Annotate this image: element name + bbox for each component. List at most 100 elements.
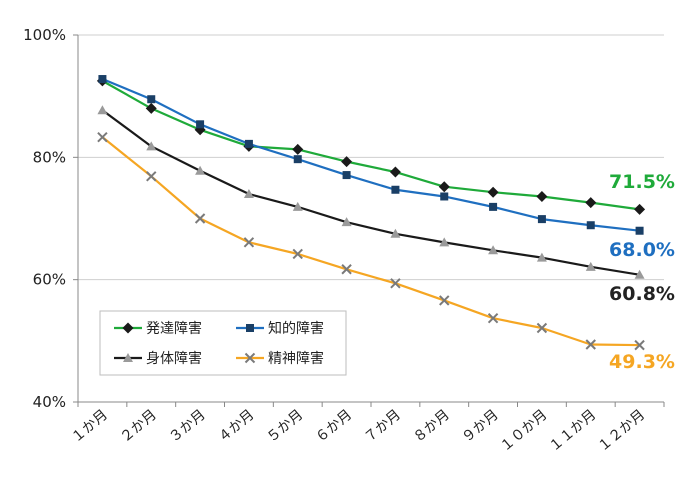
data-point	[196, 120, 205, 129]
data-point	[488, 245, 499, 255]
legend-item: 精神障害	[236, 351, 324, 367]
data-point	[585, 197, 597, 209]
data-point-stroke	[536, 322, 548, 334]
gridlines	[78, 34, 664, 281]
data-point	[292, 143, 304, 155]
data-point	[439, 295, 450, 306]
data-point	[489, 202, 498, 211]
x-tick-label: ３か月	[166, 407, 208, 446]
legend-item: 身体障害	[114, 351, 202, 367]
legend-label: 発達障害	[146, 321, 202, 337]
data-point	[634, 203, 646, 215]
data-point-stroke	[243, 237, 255, 248]
y-tick-label: 80%	[33, 148, 66, 166]
data-point	[440, 192, 449, 201]
legend-label: 精神障害	[268, 351, 324, 367]
x-tick-label: ７か月	[362, 407, 404, 446]
data-point	[391, 185, 400, 194]
data-point	[97, 131, 108, 143]
end-labels: 71.5% 68.0% 60.8% 49.3%	[609, 171, 675, 373]
series-group	[96, 75, 646, 351]
end-value-label: 68.0%	[609, 239, 675, 261]
x-tick-label: ４か月	[215, 407, 257, 446]
y-tick-label: 60%	[33, 271, 66, 289]
end-value-label: 71.5%	[609, 171, 675, 193]
x-tick-label: ５か月	[264, 407, 306, 446]
data-point	[145, 102, 157, 114]
data-point	[537, 215, 546, 224]
data-point	[292, 201, 303, 211]
x-tick-label: １２か月	[595, 407, 648, 455]
data-point-stroke	[194, 213, 206, 224]
data-point	[536, 252, 547, 262]
series-2	[98, 75, 644, 235]
x-tick-label: ２か月	[117, 407, 159, 446]
y-tick-label: 40%	[33, 393, 66, 411]
data-point	[487, 312, 499, 324]
data-point	[292, 248, 303, 260]
x-tick-label: １か月	[69, 407, 111, 446]
series-line	[101, 109, 640, 276]
data-point	[147, 95, 156, 104]
end-value-label: 49.3%	[609, 351, 675, 373]
data-point-stroke	[439, 295, 450, 306]
data-point	[122, 322, 134, 334]
data-point	[585, 339, 596, 350]
x-tick-label: ６か月	[313, 407, 355, 446]
data-point	[293, 155, 302, 164]
data-point-stroke	[292, 248, 303, 260]
legend-label: 知的障害	[268, 320, 324, 337]
data-point	[585, 261, 596, 271]
data-point-stroke	[341, 264, 352, 275]
legend-item: 知的障害	[236, 320, 324, 337]
data-point	[195, 165, 206, 175]
data-point	[244, 139, 253, 148]
data-point	[341, 156, 353, 168]
data-point	[146, 171, 157, 182]
series-1	[96, 75, 646, 215]
data-point	[390, 228, 401, 238]
data-point	[439, 237, 450, 247]
data-point	[389, 166, 401, 178]
data-point	[586, 221, 595, 230]
data-point-stroke	[390, 278, 401, 289]
data-point	[243, 189, 254, 199]
series-4	[97, 131, 645, 351]
data-point	[98, 75, 107, 84]
data-point	[390, 278, 401, 289]
data-point	[438, 181, 450, 193]
data-point	[246, 324, 254, 332]
data-point-stroke	[97, 131, 108, 143]
data-point	[487, 186, 499, 198]
data-point	[243, 237, 255, 248]
y-axis: 40% 60% 80% 100%	[23, 26, 79, 411]
data-point	[244, 352, 256, 364]
x-tick-label: ９か月	[459, 407, 501, 446]
series-3	[97, 105, 645, 279]
x-tick-label: １０か月	[497, 407, 550, 455]
end-value-label: 60.8%	[609, 283, 675, 305]
x-tick-label: １１か月	[546, 407, 599, 455]
x-tick-label: ８か月	[410, 407, 452, 446]
data-point	[123, 353, 133, 362]
data-point	[342, 171, 351, 180]
data-point	[194, 213, 206, 224]
data-point	[341, 264, 352, 275]
data-point-stroke	[244, 352, 256, 364]
legend-box	[99, 310, 347, 376]
data-point	[341, 217, 352, 227]
series-line	[101, 78, 640, 232]
legend-label: 身体障害	[146, 351, 202, 367]
data-point-stroke	[146, 171, 157, 182]
data-point	[97, 105, 108, 115]
data-point	[146, 141, 157, 151]
y-tick-label: 100%	[23, 26, 66, 44]
data-point-stroke	[585, 339, 596, 350]
data-point-stroke	[634, 339, 645, 351]
series-line	[101, 136, 640, 347]
data-point	[536, 322, 548, 334]
data-point	[634, 339, 645, 351]
